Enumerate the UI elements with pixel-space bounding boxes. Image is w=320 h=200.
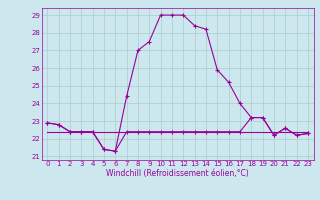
X-axis label: Windchill (Refroidissement éolien,°C): Windchill (Refroidissement éolien,°C) [106, 169, 249, 178]
